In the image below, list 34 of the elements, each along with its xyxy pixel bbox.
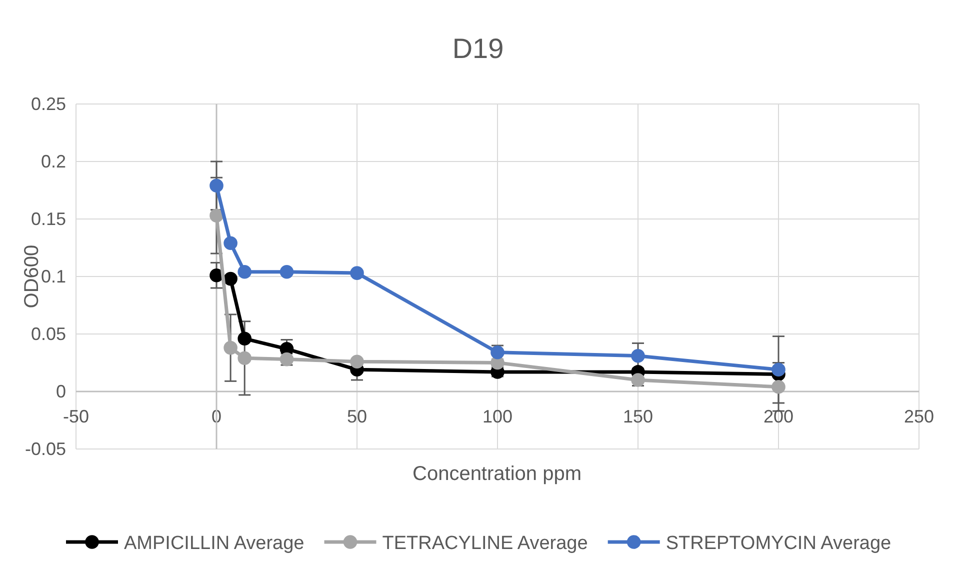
y-tick-label: 0.25 [30,94,66,114]
legend-label: TETRACYLINE Average [382,533,588,554]
point [224,340,238,355]
point [280,265,294,279]
y-tick-label: 0.15 [30,208,66,229]
point [210,178,224,193]
point [224,236,238,250]
point [350,266,364,280]
legend-label: STREPTOMYCIN Average [666,533,892,554]
point [238,332,252,346]
x-axis-title: Concentration ppm [412,463,582,485]
point [210,208,224,222]
x-tick-label: 250 [904,406,934,426]
point [224,272,238,286]
chart-title: D19 [452,33,504,64]
x-tick-label: 50 [346,406,368,426]
legend-label: AMPICILLIN Average [124,533,304,554]
point [772,380,786,394]
point [238,265,252,279]
y-tick-label: 0.05 [30,324,66,344]
point [631,373,645,387]
point [238,351,252,366]
y-axis-title: OD600 [21,244,43,308]
y-tick-label: 0 [56,381,66,402]
x-tick-label: 100 [482,406,513,426]
x-tick-label: 200 [763,406,794,426]
y-tick-label: 0.2 [40,151,66,172]
y-tick-label: 0.1 [40,266,66,286]
y-tick-label: -0.05 [24,438,66,459]
x-tick-label: 150 [622,406,654,426]
point [631,348,645,363]
point [350,354,364,368]
point [772,362,786,377]
x-tick-label: -50 [62,406,90,426]
